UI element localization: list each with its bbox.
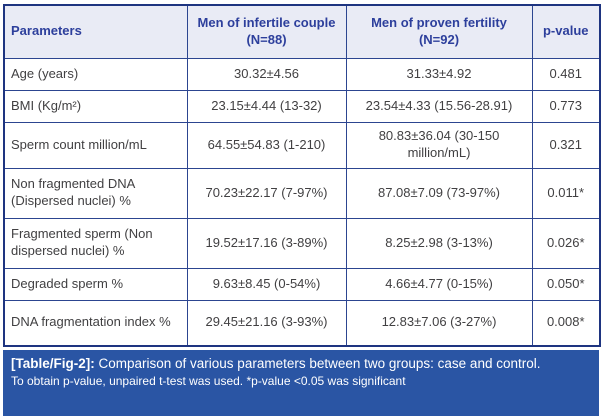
- header-row: Parameters Men of infertile couple (N=88…: [3, 4, 601, 59]
- cell-parameter: Sperm count million/mL: [3, 121, 188, 169]
- table-row-dna-fragmentation-index: DNA fragmentation index % 29.45±21.16 (3…: [3, 299, 601, 347]
- cell-p-value: 0.008*: [531, 299, 601, 347]
- table-caption: [Table/Fig-2]: Comparison of various par…: [3, 350, 599, 416]
- cell-parameter: Age (years): [3, 57, 188, 91]
- cell-infertile: 64.55±54.83 (1-210): [186, 121, 347, 169]
- cell-p-value: 0.773: [531, 89, 601, 123]
- cell-infertile: 19.52±17.16 (3-89%): [186, 217, 347, 269]
- caption-text: Comparison of various parameters between…: [94, 356, 541, 371]
- table-row-age: Age (years) 30.32±4.56 31.33±4.92 0.481: [3, 57, 601, 91]
- cell-parameter: Degraded sperm %: [3, 267, 188, 301]
- cell-p-value: 0.050*: [531, 267, 601, 301]
- cell-p-value: 0.321: [531, 121, 601, 169]
- cell-infertile: 23.15±4.44 (13-32): [186, 89, 347, 123]
- table-row-non-fragmented-dna: Non fragmented DNA (Dispersed nuclei) % …: [3, 167, 601, 219]
- header-fertile-group: Men of proven fertility (N=92): [345, 4, 533, 59]
- cell-parameter: Non fragmented DNA (Dispersed nuclei) %: [3, 167, 188, 219]
- table-row-fragmented-sperm: Fragmented sperm (Non dispersed nuclei) …: [3, 217, 601, 269]
- cell-fertile: 31.33±4.92: [345, 57, 533, 91]
- cell-p-value: 0.026*: [531, 217, 601, 269]
- caption-title: [Table/Fig-2]: Comparison of various par…: [11, 355, 591, 372]
- header-parameters: Parameters: [3, 4, 188, 59]
- cell-fertile: 80.83±36.04 (30-150 million/mL): [345, 121, 533, 169]
- cell-parameter: DNA fragmentation index %: [3, 299, 188, 347]
- comparison-table: Parameters Men of infertile couple (N=88…: [3, 4, 601, 347]
- table-row-sperm-count: Sperm count million/mL 64.55±54.83 (1-21…: [3, 121, 601, 169]
- cell-infertile: 9.63±8.45 (0-54%): [186, 267, 347, 301]
- table-row-bmi: BMI (Kg/m²) 23.15±4.44 (13-32) 23.54±4.3…: [3, 89, 601, 123]
- caption-note: To obtain p-value, unpaired t-test was u…: [11, 374, 406, 389]
- cell-infertile: 70.23±22.17 (7-97%): [186, 167, 347, 219]
- header-p-value: p-value: [531, 4, 601, 59]
- cell-fertile: 8.25±2.98 (3-13%): [345, 217, 533, 269]
- cell-parameter: Fragmented sperm (Non dispersed nuclei) …: [3, 217, 188, 269]
- cell-fertile: 4.66±4.77 (0-15%): [345, 267, 533, 301]
- cell-infertile: 29.45±21.16 (3-93%): [186, 299, 347, 347]
- header-infertile-group: Men of infertile couple (N=88): [186, 4, 347, 59]
- cell-parameter: BMI (Kg/m²): [3, 89, 188, 123]
- cell-infertile: 30.32±4.56: [186, 57, 347, 91]
- table-row-degraded-sperm: Degraded sperm % 9.63±8.45 (0-54%) 4.66±…: [3, 267, 601, 301]
- caption-label: [Table/Fig-2]:: [11, 356, 95, 371]
- cell-fertile: 23.54±4.33 (15.56-28.91): [345, 89, 533, 123]
- cell-p-value: 0.481: [531, 57, 601, 91]
- cell-fertile: 87.08±7.09 (73-97%): [345, 167, 533, 219]
- cell-p-value: 0.011*: [531, 167, 601, 219]
- cell-fertile: 12.83±7.06 (3-27%): [345, 299, 533, 347]
